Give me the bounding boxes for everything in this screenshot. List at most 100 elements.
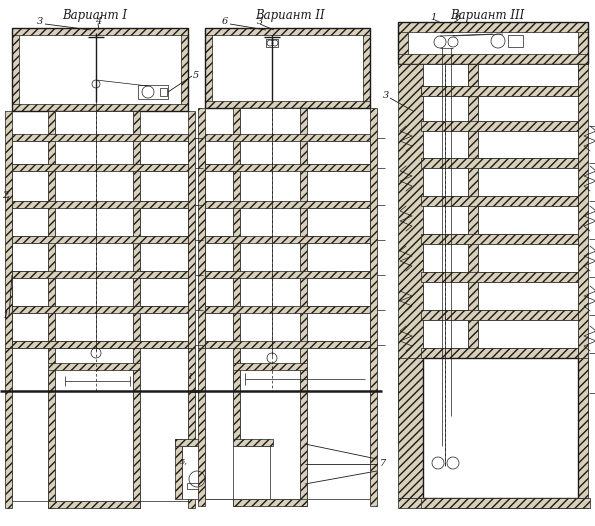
Bar — [421, 388, 578, 398]
Bar — [307, 313, 370, 341]
Bar — [205, 28, 370, 108]
Bar — [12, 28, 188, 35]
Bar — [55, 391, 133, 501]
Bar — [307, 171, 370, 201]
Bar — [468, 64, 478, 446]
Bar — [48, 501, 140, 508]
Bar — [188, 348, 195, 508]
Bar — [421, 86, 578, 96]
Text: 1: 1 — [2, 311, 8, 320]
Bar — [478, 168, 578, 196]
Bar — [307, 348, 370, 499]
Bar — [138, 85, 168, 99]
Text: 3: 3 — [257, 17, 263, 26]
Bar — [398, 22, 588, 64]
Bar — [478, 244, 578, 272]
Bar — [468, 446, 478, 508]
Text: 4: 4 — [95, 17, 101, 26]
Bar — [300, 391, 307, 506]
Bar — [363, 28, 370, 108]
Bar — [421, 196, 578, 206]
Bar — [140, 171, 188, 201]
Bar — [12, 104, 188, 111]
Bar — [205, 363, 370, 370]
Bar — [423, 131, 468, 158]
Bar — [478, 282, 578, 310]
Text: Вариант III: Вариант III — [450, 9, 524, 23]
Bar — [205, 171, 233, 201]
Bar — [423, 358, 468, 388]
Bar — [140, 243, 188, 271]
Text: 7: 7 — [380, 460, 386, 469]
Text: 6: 6 — [455, 14, 461, 23]
Bar — [421, 498, 590, 508]
Bar — [478, 96, 578, 121]
Text: Вариант I: Вариант I — [62, 9, 127, 23]
Bar — [12, 141, 48, 164]
Bar — [421, 272, 578, 282]
Bar — [12, 28, 19, 111]
Text: 2: 2 — [2, 191, 8, 200]
Bar — [48, 391, 55, 508]
Bar — [307, 141, 370, 164]
Bar — [140, 278, 188, 306]
Bar — [578, 358, 588, 498]
Bar — [478, 131, 578, 158]
Bar — [478, 358, 578, 388]
Bar — [233, 391, 240, 506]
Bar — [205, 341, 370, 348]
Bar — [478, 206, 578, 234]
Bar — [300, 108, 307, 391]
Bar — [307, 208, 370, 236]
Bar — [205, 28, 212, 108]
Bar — [240, 391, 300, 499]
Bar — [398, 22, 588, 32]
Bar — [205, 313, 233, 341]
Bar — [55, 111, 133, 391]
Bar — [421, 86, 578, 96]
Bar — [421, 121, 578, 131]
Bar — [240, 108, 300, 391]
Text: 3: 3 — [383, 92, 389, 100]
Bar — [205, 236, 370, 243]
Bar — [205, 306, 370, 313]
Bar — [198, 108, 205, 348]
Bar — [12, 171, 48, 201]
Text: 6: 6 — [222, 17, 228, 26]
Bar — [423, 168, 468, 196]
Bar — [12, 313, 48, 341]
Bar — [398, 54, 588, 64]
Bar — [578, 22, 588, 64]
Bar — [266, 39, 278, 47]
Bar — [398, 64, 423, 446]
Bar — [233, 108, 240, 391]
Bar — [233, 499, 307, 506]
Bar — [187, 483, 205, 489]
Bar — [12, 306, 188, 313]
Bar — [205, 278, 233, 306]
Bar — [421, 348, 578, 358]
Bar — [421, 234, 578, 244]
Bar — [140, 348, 188, 501]
Bar — [5, 111, 12, 348]
Text: 3: 3 — [37, 17, 43, 26]
Bar — [423, 358, 578, 498]
Bar — [175, 439, 273, 446]
Bar — [423, 96, 468, 121]
Bar — [140, 313, 188, 341]
Bar — [423, 96, 468, 121]
Bar — [205, 134, 370, 141]
Bar — [12, 28, 188, 111]
Bar — [48, 111, 55, 391]
Bar — [12, 164, 188, 171]
Bar — [12, 348, 48, 501]
Bar — [12, 278, 48, 306]
Bar — [421, 310, 578, 320]
Bar — [133, 111, 140, 391]
Bar — [423, 206, 468, 234]
Bar — [198, 348, 205, 506]
Bar — [370, 108, 377, 348]
Text: 1: 1 — [430, 14, 436, 23]
Bar — [478, 320, 578, 348]
Bar — [370, 348, 377, 506]
